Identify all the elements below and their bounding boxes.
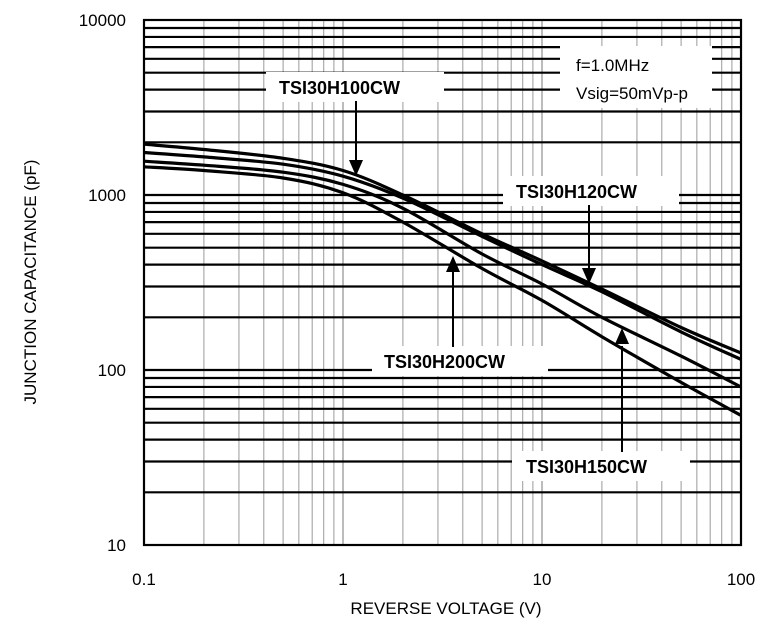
y-tick-label: 10000 — [79, 11, 126, 30]
series-line-tsi30h100cw — [143, 142, 742, 355]
label-tsi30h200cw: TSI30H200CW — [372, 346, 548, 376]
conditions-box: f=1.0MHz Vsig=50mVp-p — [560, 46, 712, 108]
tick-labels: 0.1 1 10 100 10 100 1000 10000 — [79, 11, 755, 589]
x-axis-title: REVERSE VOLTAGE (V) — [350, 599, 541, 618]
series-label-150: TSI30H150CW — [526, 457, 647, 477]
y-axis-title: JUNCTION CAPACITANCE (pF) — [21, 160, 40, 405]
arrow-150-head — [615, 328, 629, 344]
x-tick-label: 100 — [727, 570, 755, 589]
series-line-tsi30h150cw — [143, 159, 742, 389]
label-tsi30h150cw: TSI30H150CW — [512, 451, 690, 481]
label-tsi30h120cw: TSI30H120CW — [503, 176, 679, 206]
series-label-200: TSI30H200CW — [384, 352, 505, 372]
y-tick-label: 1000 — [88, 186, 126, 205]
condition-frequency: f=1.0MHz — [576, 56, 649, 75]
plot-frame — [142, 18, 743, 547]
plot-border — [142, 18, 743, 547]
series-label-120: TSI30H120CW — [516, 182, 637, 202]
series-label-100: TSI30H100CW — [279, 78, 400, 98]
arrow-200-head — [446, 256, 460, 272]
y-tick-label: 10 — [107, 536, 126, 555]
series-lines — [143, 142, 742, 417]
label-tsi30h100cw: TSI30H100CW — [266, 72, 444, 102]
series-line-tsi30h120cw — [143, 150, 742, 361]
x-tick-label: 10 — [533, 570, 552, 589]
arrow-100-head — [349, 160, 363, 176]
annotation-arrows — [349, 101, 629, 452]
x-tick-label: 1 — [338, 570, 347, 589]
y-tick-label: 100 — [98, 361, 126, 380]
arrow-120-head — [582, 268, 596, 284]
series-line-tsi30h200cw — [143, 165, 742, 417]
x-tick-label: 0.1 — [132, 570, 156, 589]
condition-signal: Vsig=50mVp-p — [576, 84, 688, 103]
